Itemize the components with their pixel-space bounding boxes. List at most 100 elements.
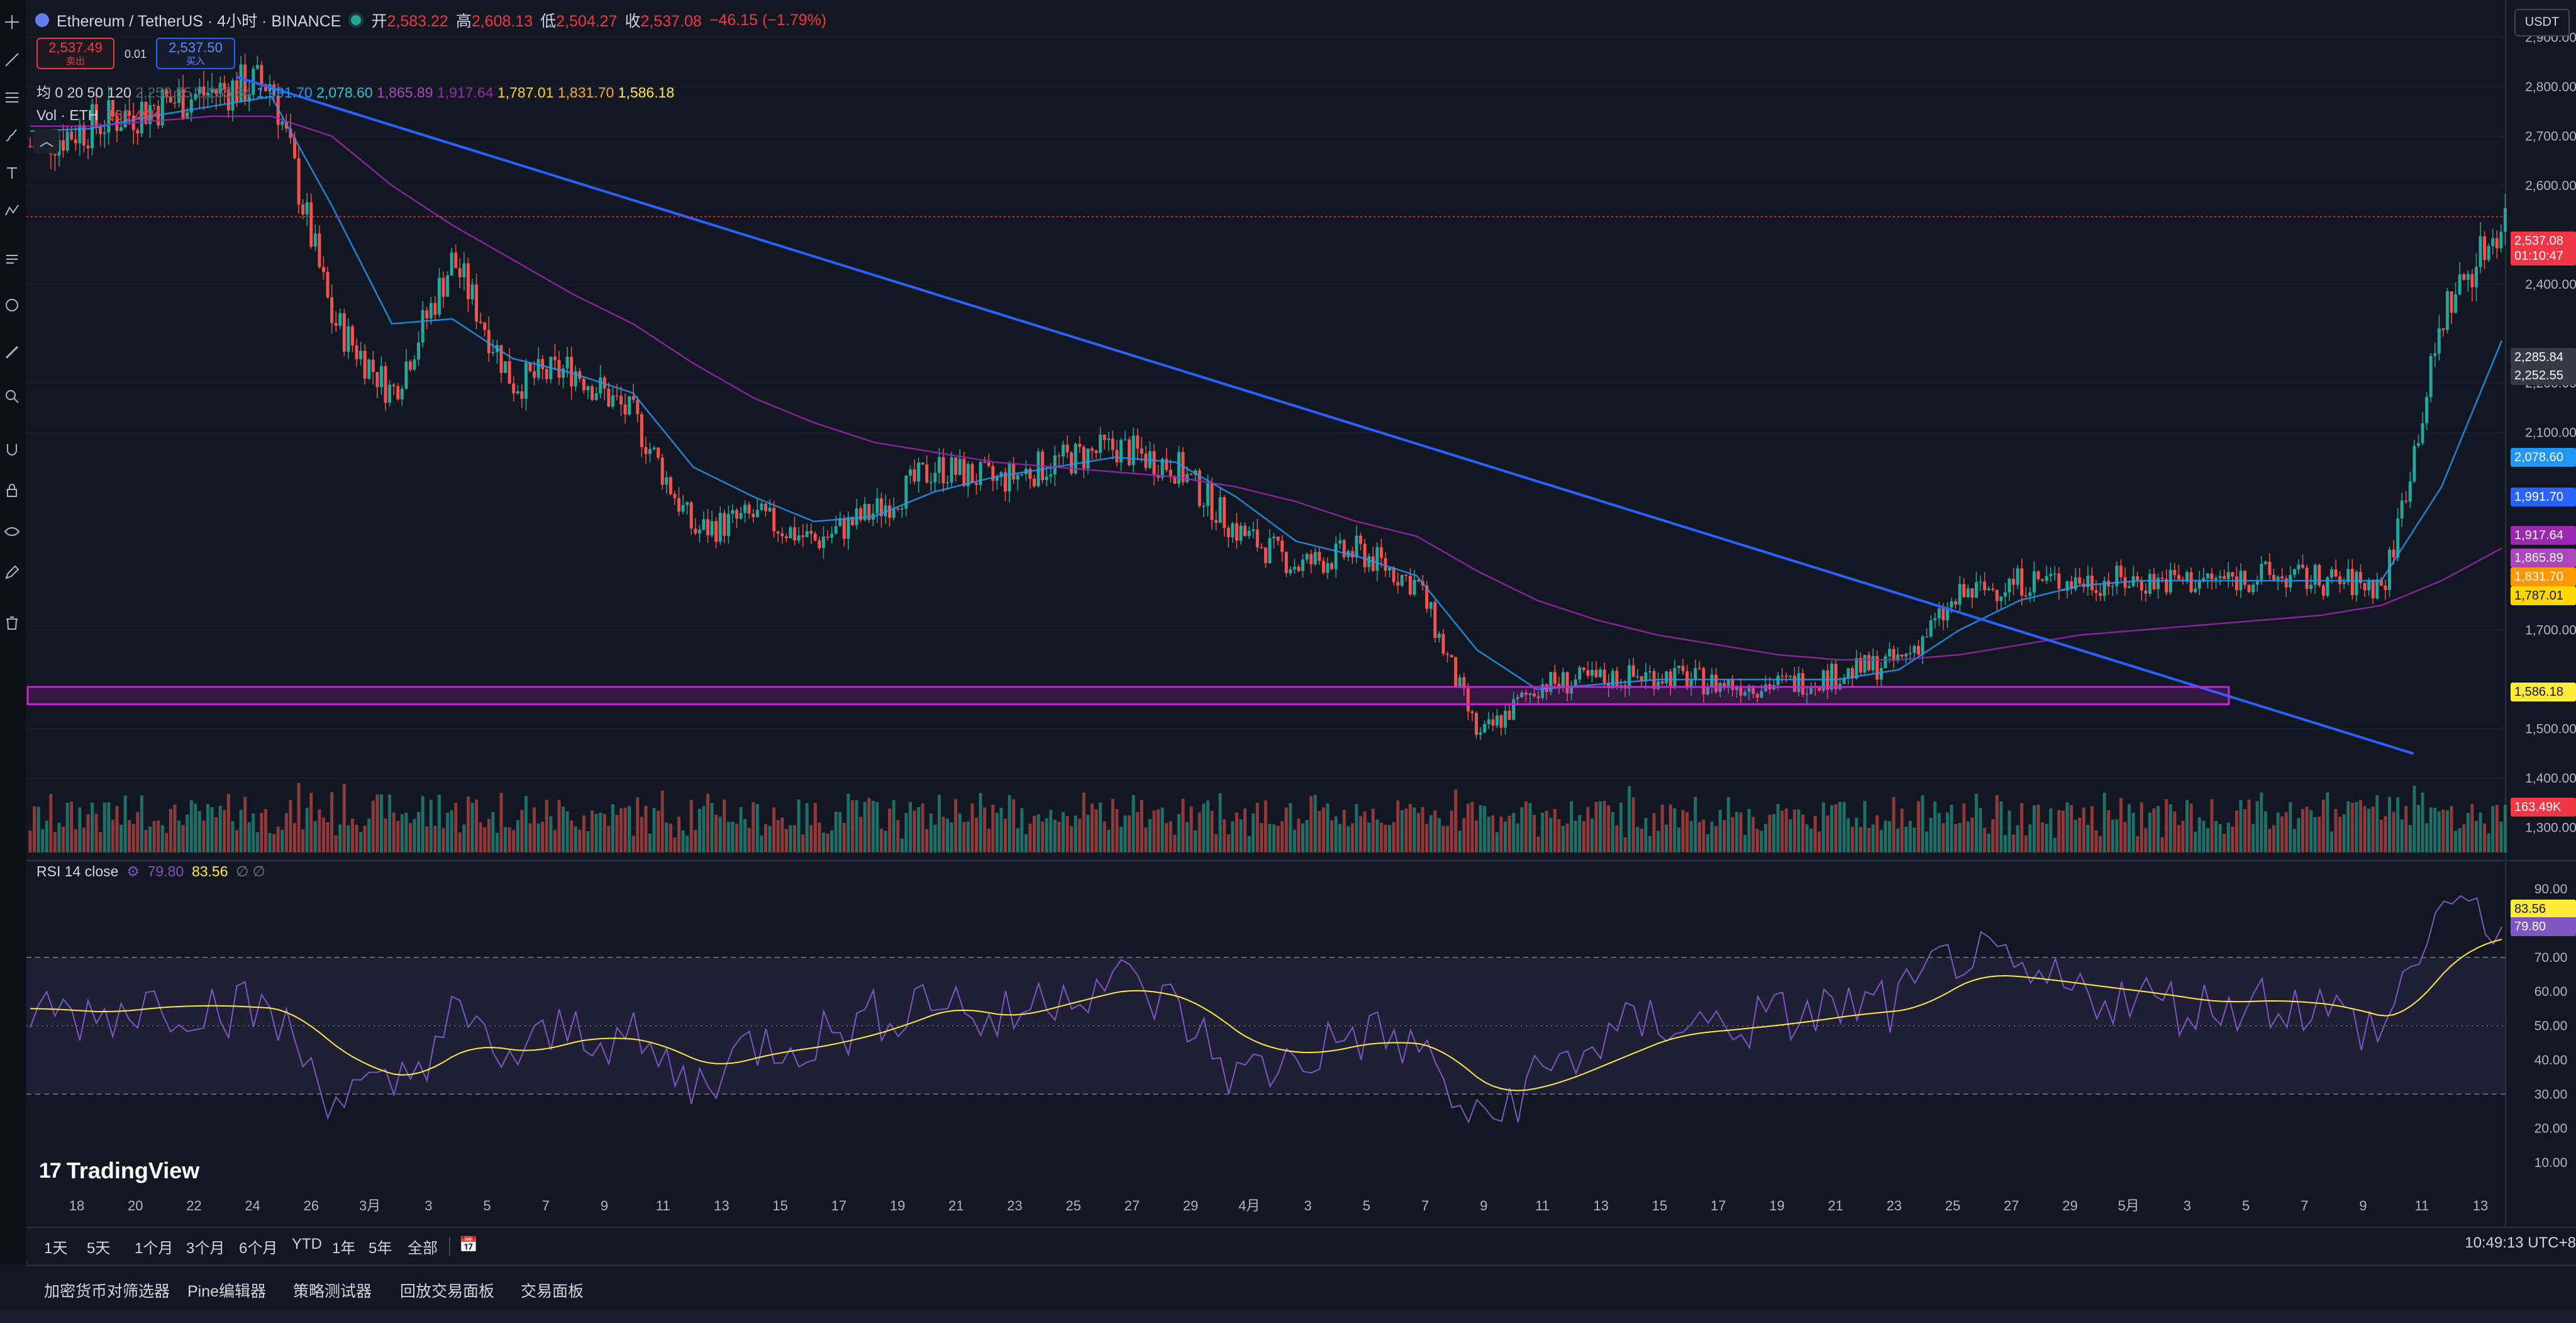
volume-bar [562,807,565,852]
candle-body [2367,579,2371,591]
bottom-tab[interactable]: Pine编辑器 [187,1283,267,1300]
volume-bar [1144,827,1148,852]
candle-body [2487,246,2490,260]
volume-bar [623,808,627,852]
lock-icon[interactable] [3,481,21,500]
brush-icon[interactable] [3,126,21,145]
candle-body [1235,523,1238,541]
volume-bar [991,804,995,852]
shape-icon[interactable] [3,252,21,271]
trend-line-icon[interactable] [3,50,21,69]
timeframe-button[interactable]: 3个月 [186,1240,225,1257]
volume-bar [524,796,528,852]
circle-icon[interactable] [3,296,21,315]
volume-bar [545,800,548,852]
candle-body [1400,574,1404,586]
calendar-range-icon[interactable]: 📅 [459,1236,478,1253]
candle-body [805,531,809,537]
candle-body [2115,566,2119,586]
volume-bar [1115,808,1119,852]
timeframe-button[interactable]: 5天 [87,1240,111,1257]
ma-line-1 [30,96,2503,691]
volume-bar [1045,818,1048,852]
volume-bar [2474,820,2478,852]
timeframe-button[interactable]: 1年 [332,1240,356,1257]
eye-icon[interactable] [3,522,21,541]
candle-body [763,503,767,511]
volume-bar [1433,810,1437,852]
crosshair-icon[interactable] [3,13,21,31]
volume-bar [871,800,875,852]
candle-body [1867,655,1871,671]
candle-body [950,457,953,483]
chart-canvas[interactable]: 2,900.002,800.002,700.002,600.002,400.00… [26,0,2576,1227]
volume-bar [2367,808,2371,852]
rsi-settings-icon[interactable]: ⚙ [126,863,140,879]
collapse-legend-button[interactable]: ︿ [34,130,59,154]
clock-display[interactable]: 10:49:13 UTC+8 [2465,1234,2576,1251]
volume-bar [1652,813,1656,852]
candle-body [1706,687,1709,695]
volume-bar [1276,825,1280,852]
timeframe-button[interactable]: YTD [292,1236,322,1253]
volume-bar [226,793,230,852]
timeframe-button[interactable]: 6个月 [239,1240,278,1257]
timeframe-button[interactable]: 1个月 [135,1240,174,1257]
zoom-icon[interactable] [3,387,21,406]
volume-bar [615,815,619,852]
text-icon[interactable] [3,164,21,182]
time-tick-label: 23 [1007,1198,1022,1214]
candle-body [218,82,222,94]
volume-bar [1846,818,1850,852]
pencil-icon[interactable] [3,563,21,582]
quote-currency-button[interactable]: USDT [2514,9,2570,36]
volume-bar [321,817,325,852]
rsi-legend[interactable]: RSI 14 close ⚙ 79.80 83.56 ∅ ∅ [36,863,265,880]
ma-legend[interactable]: 均 0 20 50 120 2,252.55 2,285.84 1,991.70… [36,81,674,102]
volume-bar [1739,812,1743,852]
volume-bar [1371,808,1375,852]
tradingview-logo[interactable]: 17 TradingView [39,1158,199,1184]
volume-bar [2086,824,2090,852]
candle-body [421,310,425,343]
bottom-tab[interactable]: 策略测试器 [293,1283,372,1300]
buy-button[interactable]: 2,537.50 买入 [156,38,235,69]
volume-bar [2074,820,2077,852]
candle-body [2309,584,2313,589]
volume-bar [863,801,867,852]
volume-bar [479,822,482,852]
fib-icon[interactable] [3,88,21,107]
timeframe-button[interactable]: 1天 [44,1240,68,1257]
bottom-tab[interactable]: 回放交易面板 [400,1283,495,1300]
volume-bar [2462,824,2466,852]
candle-body [677,498,680,512]
sell-button[interactable]: 2,537.49 卖出 [36,38,114,69]
volume-bar [908,801,912,852]
candle-body [1681,666,1685,671]
volume-bar [1640,829,1643,852]
volume-bar [400,814,404,852]
timeframe-button[interactable]: 全部 [408,1240,438,1257]
volume-legend[interactable]: Vol · ETH 163.49K [36,107,160,124]
candle-body [2057,573,2061,589]
volume-bar [1623,837,1627,852]
candle-body [1586,670,1590,676]
pattern-icon[interactable] [3,201,21,220]
ruler-icon[interactable] [3,343,21,362]
candle-body [1755,694,1759,698]
time-tick-label: 5月 [2118,1198,2140,1214]
volume-bar [441,828,445,852]
magnet-icon[interactable] [3,440,21,459]
candle-body [966,464,970,486]
volume-bar [834,812,838,852]
volume-bar [1131,795,1135,852]
bottom-tab[interactable]: 交易面板 [521,1283,584,1300]
volume-bar [2177,825,2180,852]
timeframe-button[interactable]: 5年 [369,1240,392,1257]
volume-bar [582,815,586,852]
trash-icon[interactable] [3,613,21,632]
candle-body [1053,455,1057,475]
symbol-title[interactable]: Ethereum / TetherUS · 4小时 · BINANCE [57,13,341,30]
bottom-tab[interactable]: 加密货币对筛选器 [44,1283,170,1300]
volume-bar [239,810,243,852]
